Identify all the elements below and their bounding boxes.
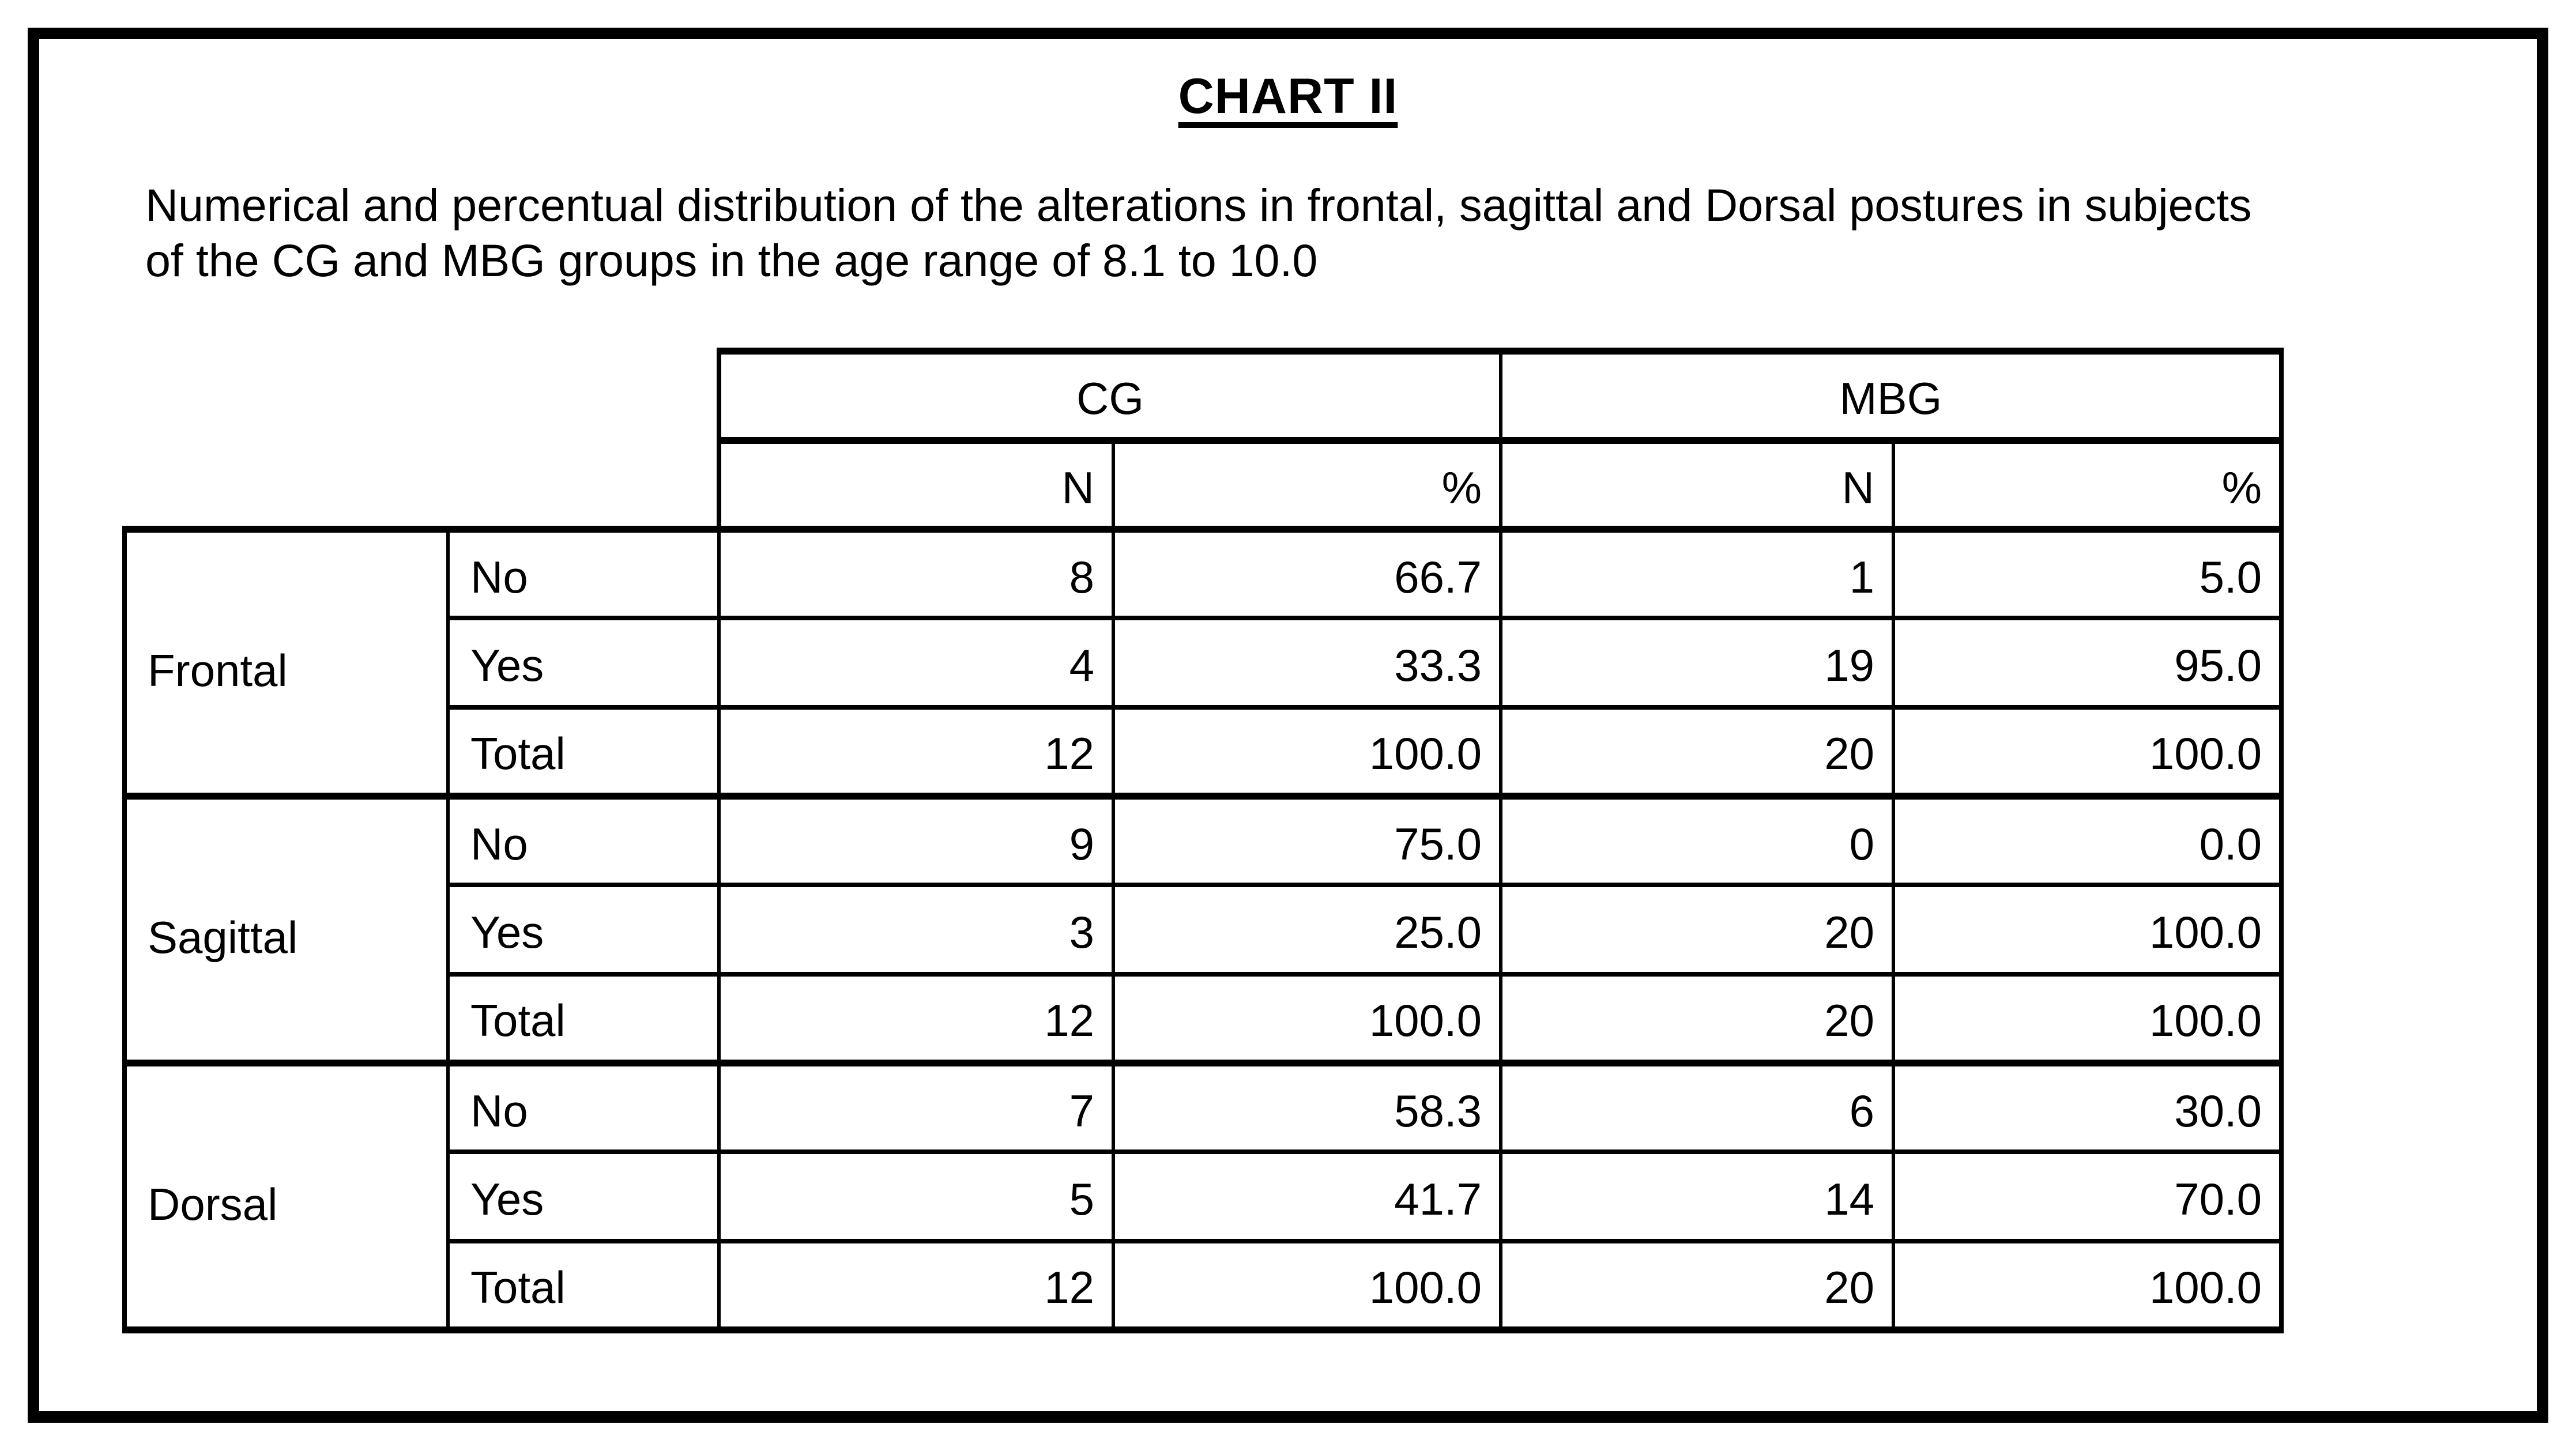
row-label: No	[448, 525, 721, 619]
table-cell: 5.0	[1893, 525, 2284, 619]
table-cell: 33.3	[1113, 616, 1502, 707]
row-label: Yes	[448, 616, 721, 707]
table-cell: 12	[719, 971, 1115, 1063]
subheader-mbg-n: N	[1501, 440, 1895, 533]
header-spacer-cell	[125, 351, 719, 440]
table-cell: 100.0	[1113, 704, 1502, 796]
table-cell: 19	[1501, 616, 1895, 707]
table-row: Sagittal No 9 75.0 0 0.0	[122, 792, 2284, 1063]
table-cell: 20	[1501, 1238, 1895, 1333]
table-cell: 66.7	[1113, 525, 1502, 619]
table-cell: 100.0	[1893, 1238, 2284, 1333]
table-caption: Numerical and percentual distribution of…	[145, 178, 2440, 288]
table-row: CG MBG	[125, 348, 2284, 444]
row-label: No	[448, 792, 721, 885]
table-cell: 1	[1501, 525, 1895, 619]
table-row: Total 12 100.0 20 100.0	[125, 704, 2284, 796]
table-row: Yes 5 41.7 14 70.0	[125, 1150, 2284, 1241]
caption-line-2: of the CG and MBG groups in the age rang…	[145, 235, 1318, 286]
table-cell: 75.0	[1113, 792, 1502, 885]
table-row: Yes 3 25.0 20 100.0	[125, 883, 2284, 974]
row-label: No	[448, 1059, 721, 1152]
row-group-label-frontal: Frontal	[122, 526, 450, 796]
table-cell: 25.0	[1113, 883, 1502, 974]
table-row: Yes 4 33.3 19 95.0	[125, 616, 2284, 707]
table-cell: 20	[1501, 704, 1895, 796]
table-cell: 100.0	[1113, 971, 1502, 1063]
table-cell: 7	[719, 1059, 1115, 1152]
table-cell: 12	[719, 704, 1115, 796]
table-cell: 100.0	[1113, 1238, 1502, 1333]
row-label: Yes	[448, 1150, 721, 1241]
row-label: Total	[448, 704, 721, 796]
table-row: Total 12 100.0 20 100.0	[125, 971, 2284, 1063]
table-cell: 100.0	[1893, 971, 2284, 1063]
table-cell: 14	[1501, 1150, 1895, 1241]
caption-line-1: Numerical and percentual distribution of…	[145, 179, 2252, 231]
subheader-mbg-pct: %	[1893, 440, 2284, 533]
table-row: Frontal No 8 66.7 1 5.0	[122, 525, 2284, 796]
row-group-label-dorsal: Dorsal	[122, 1059, 450, 1333]
table-cell: 4	[719, 616, 1115, 707]
table-row: N % N %	[125, 440, 2284, 533]
row-label: Total	[448, 1238, 721, 1333]
table-cell: 58.3	[1113, 1059, 1502, 1152]
row-group-label-sagittal: Sagittal	[122, 792, 450, 1063]
table-cell: 5	[719, 1150, 1115, 1241]
table-cell: 20	[1501, 971, 1895, 1063]
table-cell: 95.0	[1893, 616, 2284, 707]
table-cell: 0.0	[1893, 792, 2284, 885]
col-group-header-mbg: MBG	[1501, 348, 2284, 444]
col-group-header-cg: CG	[717, 348, 1502, 444]
table-cell: 12	[719, 1238, 1115, 1333]
page-title: CHART II	[1178, 69, 1398, 124]
table-cell: 41.7	[1113, 1150, 1502, 1241]
row-label: Total	[448, 971, 721, 1063]
table-cell: 6	[1501, 1059, 1895, 1152]
data-table: CG MBG N % N % Frontal No 8 66.7 1 5.0 Y…	[122, 348, 2284, 1333]
table-cell: 3	[719, 883, 1115, 974]
table-row: Dorsal No 7 58.3 6 30.0	[122, 1059, 2284, 1333]
subheader-cg-pct: %	[1113, 440, 1502, 533]
table-cell: 9	[719, 792, 1115, 885]
table-row: Total 12 100.0 20 100.0	[125, 1238, 2284, 1333]
table-cell: 20	[1501, 883, 1895, 974]
row-label: Yes	[448, 883, 721, 974]
subheader-cg-n: N	[717, 440, 1115, 533]
table-cell: 70.0	[1893, 1150, 2284, 1241]
table-cell: 100.0	[1893, 704, 2284, 796]
table-cell: 0	[1501, 792, 1895, 885]
table-cell: 100.0	[1893, 883, 2284, 974]
header-spacer-cell	[125, 440, 719, 529]
table-cell: 30.0	[1893, 1059, 2284, 1152]
table-cell: 8	[719, 525, 1115, 619]
